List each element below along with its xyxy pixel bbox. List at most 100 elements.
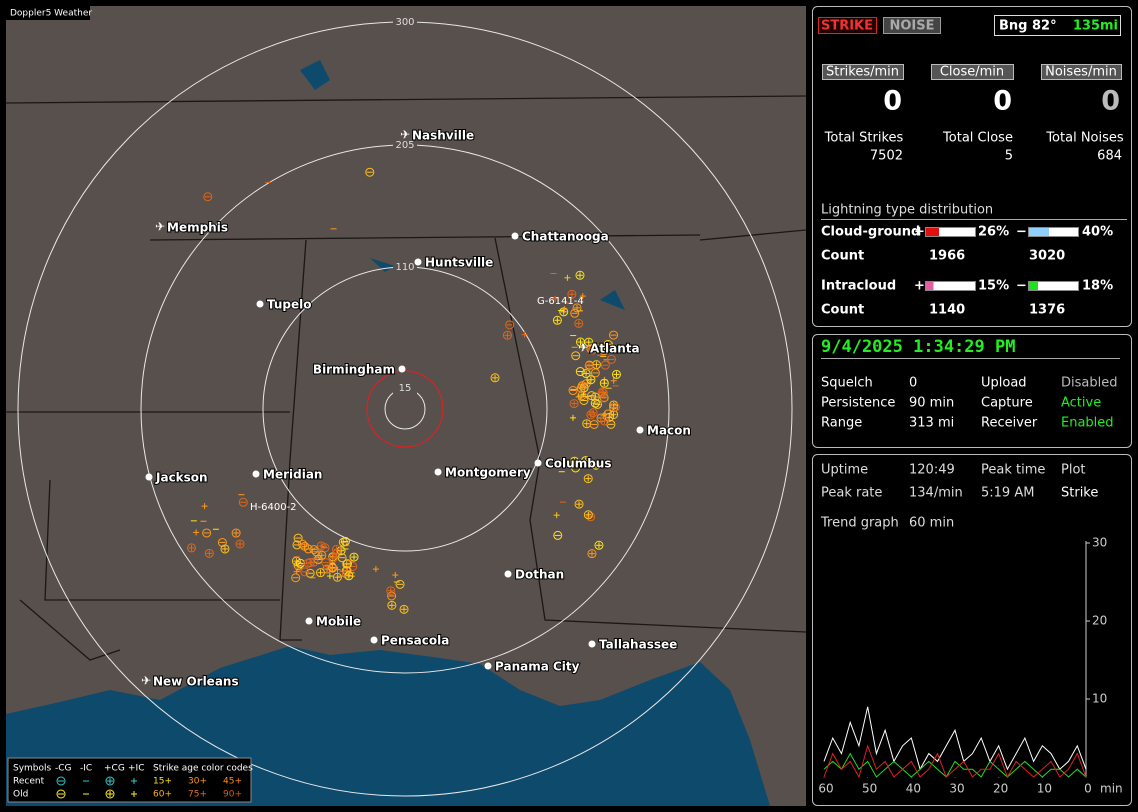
strike-ring — [596, 343, 606, 353]
strike — [332, 572, 342, 582]
legend-icon — [105, 789, 115, 799]
strike — [599, 346, 609, 356]
strike — [293, 533, 303, 543]
city-label: Mobile — [316, 615, 361, 629]
strike — [337, 553, 347, 563]
strike — [603, 339, 613, 349]
strike-ring — [386, 586, 396, 596]
x-tick-label: 50 — [862, 782, 877, 796]
city-label: Tupelo — [267, 298, 312, 312]
strike — [303, 558, 313, 568]
strike — [399, 604, 409, 614]
strike — [321, 558, 331, 568]
ring-label-bg — [393, 139, 417, 151]
legend-age: 30+ — [188, 777, 207, 787]
strike — [521, 331, 528, 338]
strike — [583, 510, 593, 520]
strike-ring — [559, 307, 569, 317]
strike — [553, 530, 563, 540]
strike-ring — [340, 536, 350, 546]
strike-ring — [203, 192, 213, 202]
strike-ring — [332, 572, 342, 582]
strike-ring — [609, 400, 619, 410]
strike — [571, 463, 581, 473]
city-label: Meridian — [263, 468, 322, 482]
strike — [570, 308, 580, 318]
strike-ring — [591, 460, 601, 470]
strike — [599, 416, 609, 426]
noise-button[interactable] — [883, 17, 941, 34]
legend-age: 15+ — [153, 777, 172, 787]
pct-label: 26% — [978, 225, 1009, 240]
strike — [334, 566, 341, 573]
strike-ring — [321, 558, 331, 568]
strike — [586, 375, 596, 385]
status-item: Receiver — [981, 416, 1038, 431]
rate-label: Noises/min — [1045, 65, 1117, 80]
strike-ring — [575, 270, 585, 280]
strike-ring — [584, 361, 594, 371]
strike — [564, 274, 571, 281]
strike — [387, 600, 397, 610]
strike — [502, 330, 512, 340]
strike — [567, 289, 577, 299]
status-item: Upload — [981, 376, 1027, 391]
strike-ring — [387, 600, 397, 610]
noise-button-label: NOISE — [889, 19, 934, 34]
city-dot — [636, 426, 644, 434]
count-label: Count — [821, 249, 864, 264]
strike — [204, 548, 214, 558]
strike — [505, 320, 515, 330]
strike-ring — [587, 391, 597, 401]
strike-ring — [575, 367, 585, 377]
strike-ring — [571, 351, 581, 361]
strike-ring — [586, 512, 596, 522]
strike-ring — [600, 360, 610, 370]
strike-ring — [365, 167, 375, 177]
strike — [235, 539, 245, 549]
total-label: Total Close — [942, 131, 1013, 146]
strike-ring — [341, 569, 351, 579]
strike-ring — [569, 456, 579, 466]
status-item: Range — [821, 416, 862, 431]
strike — [327, 563, 337, 573]
strike — [579, 395, 589, 405]
x-tick-label: 0 — [1084, 782, 1092, 796]
count: 1376 — [1029, 303, 1065, 318]
city-label: Huntsville — [425, 256, 493, 270]
strike-ring — [610, 402, 620, 412]
strike-ring — [217, 537, 227, 547]
strike-ring — [309, 557, 319, 567]
strike — [365, 167, 375, 177]
y-tick-label: 10 — [1092, 692, 1107, 706]
strike-ring — [327, 563, 337, 573]
total-label: Total Noises — [1045, 131, 1124, 146]
strike-button[interactable] — [818, 17, 877, 34]
stat-item: 60 min — [909, 516, 954, 531]
city-dot — [256, 300, 264, 308]
strike-ring — [586, 410, 596, 420]
pct-bar — [926, 282, 934, 290]
strike — [569, 456, 579, 466]
stat-item: Peak time — [981, 463, 1045, 478]
strike-ring — [587, 549, 597, 559]
city-label: Tallahassee — [599, 638, 677, 652]
y-tick-label: 30 — [1092, 536, 1107, 550]
strike-ring — [589, 419, 599, 429]
city-label: Jackson — [155, 471, 208, 485]
airport-icon: ✈ — [400, 128, 410, 142]
pct-bar-bg — [925, 281, 976, 291]
rate-value: 0 — [993, 86, 1012, 117]
legend-title: Strike age color codes — [153, 764, 253, 774]
count: 3020 — [1029, 249, 1065, 264]
strike — [575, 270, 585, 280]
strike — [598, 388, 608, 398]
strike — [574, 499, 584, 509]
strike-ring — [309, 545, 319, 555]
rate-label-box — [931, 64, 1014, 80]
strike-ring — [582, 419, 592, 429]
strike — [570, 414, 577, 421]
